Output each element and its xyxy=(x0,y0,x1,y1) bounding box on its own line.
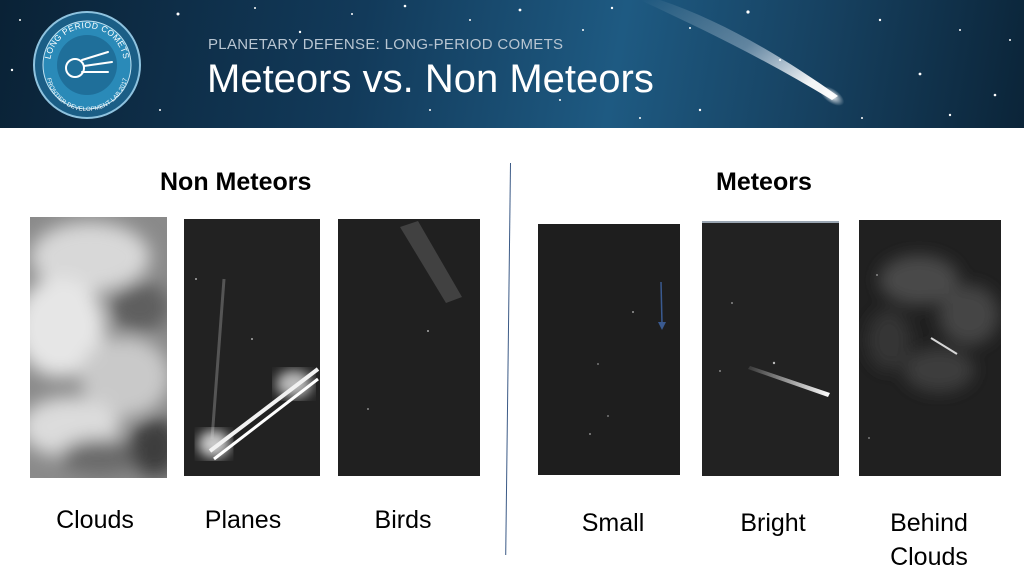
caption-birds: Birds xyxy=(374,506,432,534)
meteors-heading: Meteors xyxy=(716,168,812,196)
caption-clouds: Clouds xyxy=(56,506,134,534)
bright-meteor-image xyxy=(702,221,839,476)
bird-streak-image xyxy=(338,219,480,476)
caption-small: Small xyxy=(581,509,645,537)
caption-bright: Bright xyxy=(740,509,806,537)
plane-trail-image xyxy=(184,219,320,476)
slide-title: Meteors vs. Non Meteors xyxy=(207,57,654,101)
cloud-cover-image xyxy=(30,217,167,478)
section-divider xyxy=(505,163,511,555)
header-banner: LONG PERIOD COMETS FRONTIER DEVELOPMENT … xyxy=(0,0,1024,128)
caption-behind-clouds: Behind Clouds xyxy=(864,506,994,574)
long-period-comets-logo: LONG PERIOD COMETS FRONTIER DEVELOPMENT … xyxy=(33,11,141,119)
caption-behind-line1: Behind xyxy=(890,509,968,537)
starfield-comet-background xyxy=(10,0,1011,119)
caption-behind-line2: Clouds xyxy=(890,543,968,571)
non-meteors-heading: Non Meteors xyxy=(160,168,312,196)
slide-subtitle: PLANETARY DEFENSE: LONG-PERIOD COMETS xyxy=(208,36,564,53)
small-meteor-image xyxy=(538,224,680,475)
caption-planes: Planes xyxy=(204,506,282,534)
meteor-behind-clouds-image xyxy=(859,220,1001,476)
